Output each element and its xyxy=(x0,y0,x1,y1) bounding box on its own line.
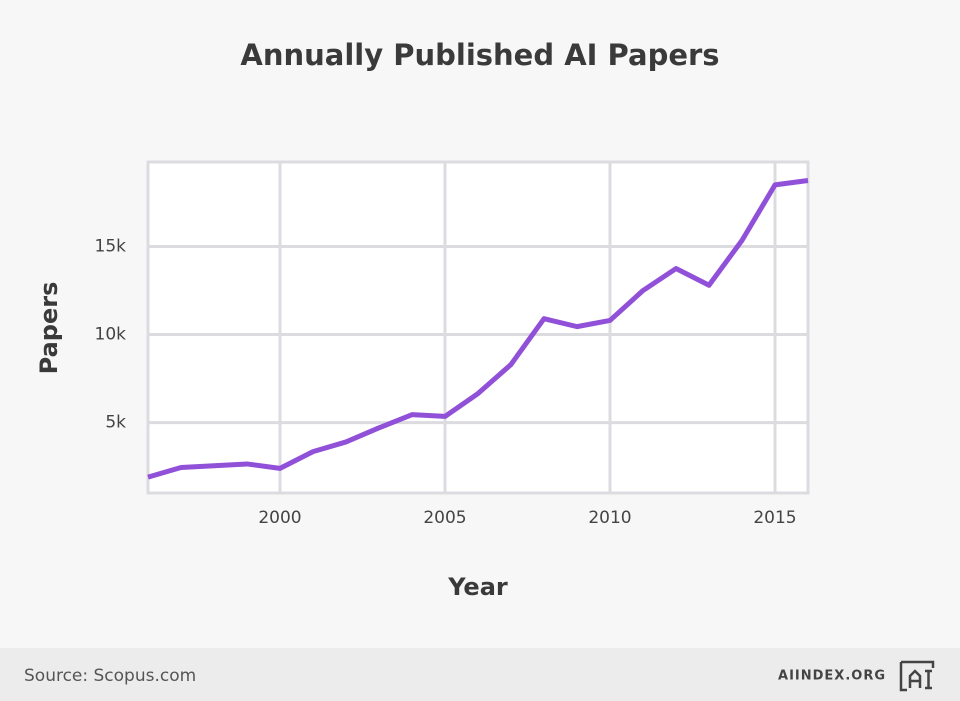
x-tick-label: 2005 xyxy=(423,508,466,528)
logo xyxy=(899,660,935,692)
x-tick-label: 2000 xyxy=(258,508,301,528)
logo-letters xyxy=(908,669,932,690)
y-tick-label: 15k xyxy=(95,237,127,257)
x-tick-label: 2015 xyxy=(753,508,796,528)
credit: AIINDEX.ORG xyxy=(778,669,886,684)
x-axis-label: Year xyxy=(447,573,508,601)
y-tick-label: 10k xyxy=(95,325,127,345)
logo-frame xyxy=(899,660,935,692)
y-tick-label: 5k xyxy=(105,413,126,433)
x-tick-label: 2010 xyxy=(588,508,631,528)
chart-title: Annually Published AI Papers xyxy=(240,38,719,72)
source-note: Source: Scopus.com xyxy=(24,666,196,686)
y-axis-label: Papers xyxy=(35,282,63,375)
data-line xyxy=(147,178,809,480)
plot-area xyxy=(146,160,810,495)
footer-band xyxy=(0,648,960,701)
